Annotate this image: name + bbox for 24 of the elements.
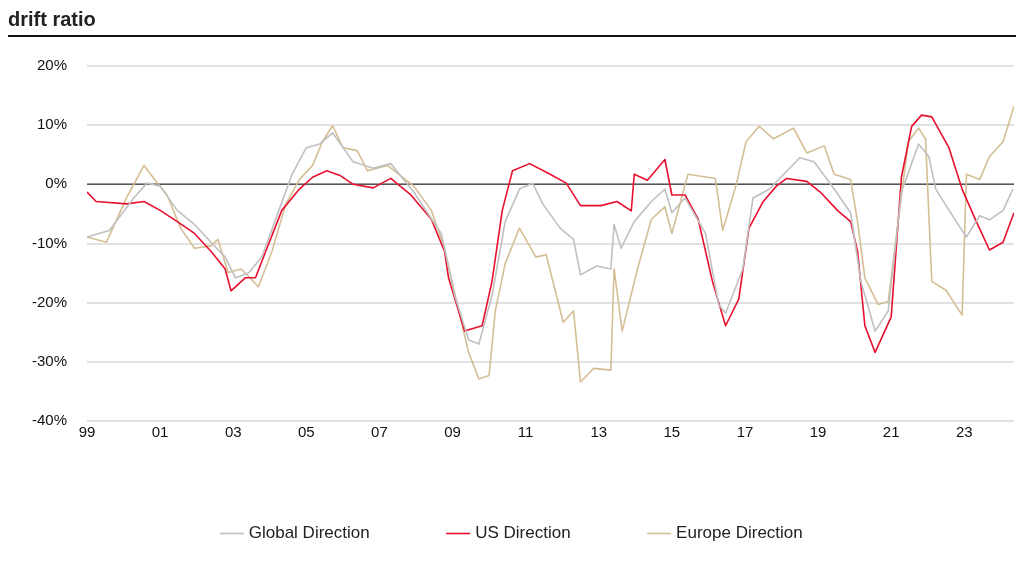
legend-label: Global Direction xyxy=(248,523,370,543)
y-tick-label: 20% xyxy=(36,56,68,74)
x-tick-label: 03 xyxy=(224,423,242,441)
x-tick-label: 01 xyxy=(151,423,169,441)
x-tick-label: 21 xyxy=(882,423,900,441)
x-tick-label: 17 xyxy=(736,423,754,441)
x-tick-label: 07 xyxy=(371,423,388,441)
y-tick-label: -20% xyxy=(31,292,68,310)
x-tick-label: 11 xyxy=(517,423,534,441)
x-tick-label: 99 xyxy=(78,423,96,441)
x-tick-label: 23 xyxy=(955,423,973,441)
legend-label: US Direction xyxy=(475,523,571,543)
x-tick-label: 05 xyxy=(297,423,315,441)
x-tick-label: 15 xyxy=(663,423,681,441)
y-tick-label: 0% xyxy=(45,174,68,192)
x-tick-label: 09 xyxy=(444,423,461,441)
x-tick-label: 19 xyxy=(809,423,827,441)
x-tick-label: 13 xyxy=(590,423,608,441)
chart-title: drift ratio xyxy=(8,8,1016,37)
y-tick-label: -40% xyxy=(31,411,68,429)
y-tick-label: -30% xyxy=(31,351,68,369)
y-tick-label: -10% xyxy=(31,233,68,251)
legend-label: Europe Direction xyxy=(676,523,803,543)
y-tick-label: 10% xyxy=(36,115,68,133)
